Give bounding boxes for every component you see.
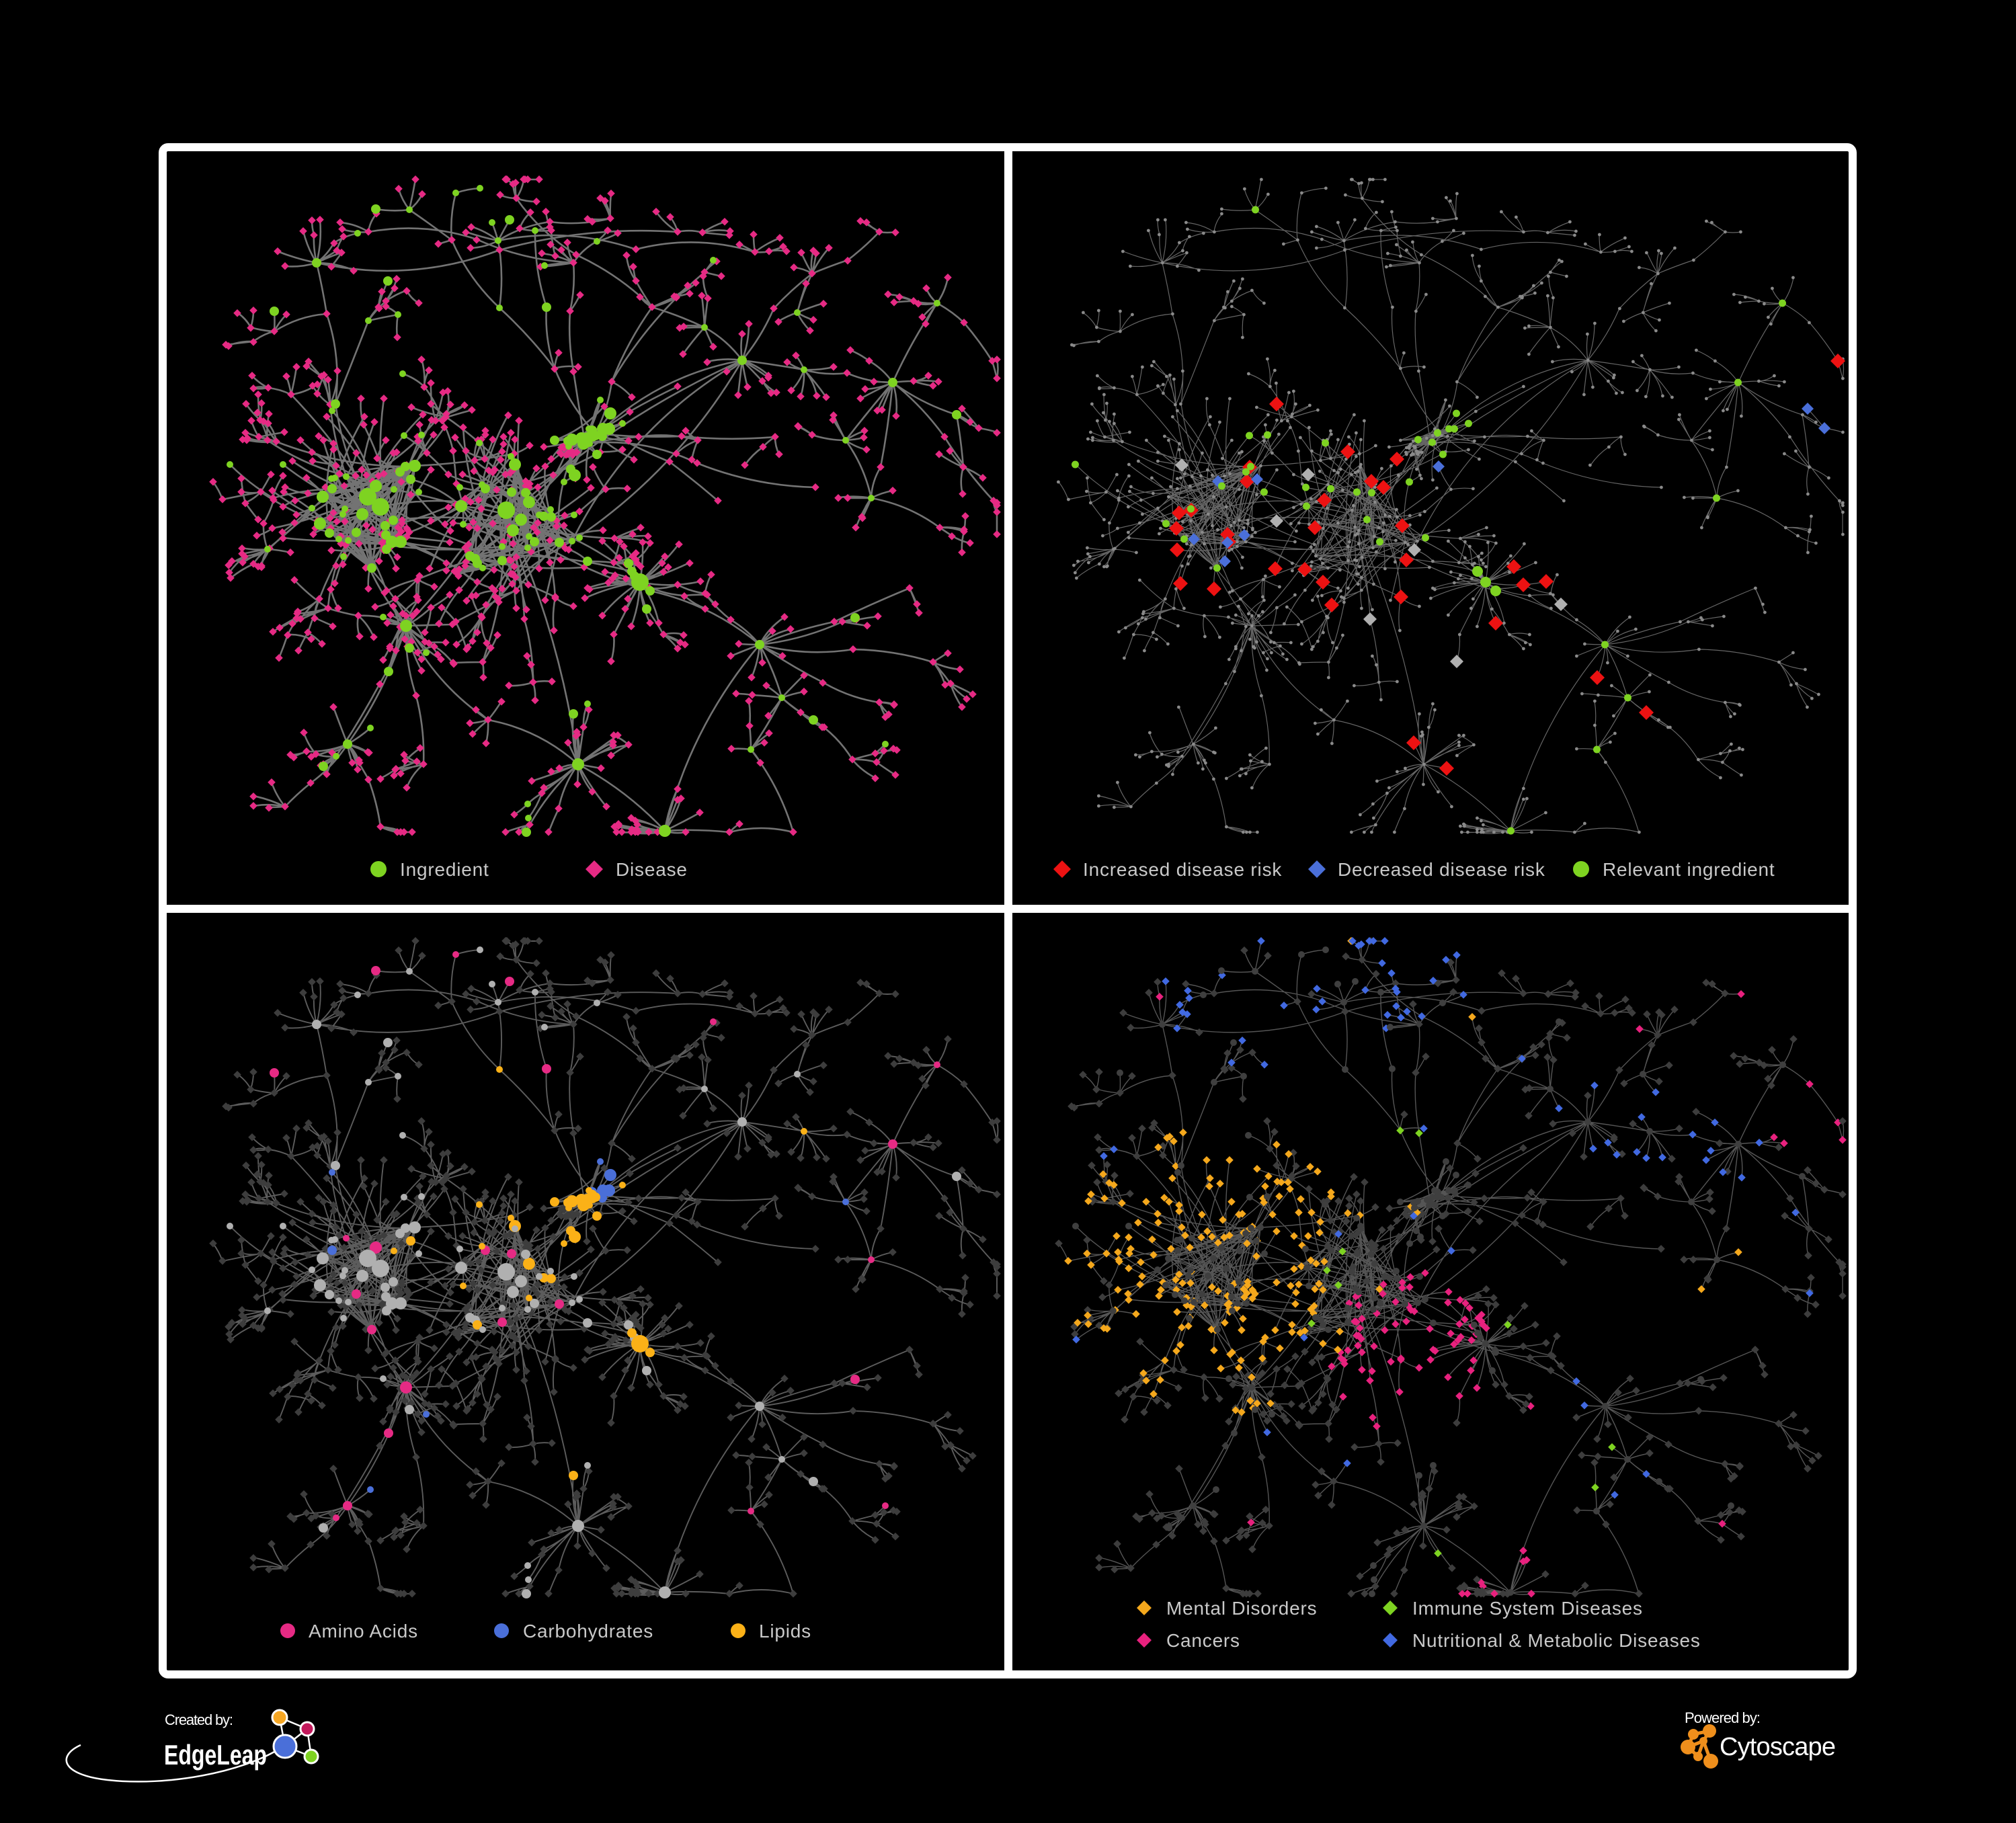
svg-text:Amino Acids: Amino Acids (309, 1621, 418, 1642)
svg-text:Ingredient: Ingredient (400, 859, 489, 880)
svg-text:Immune System Diseases: Immune System Diseases (1412, 1598, 1643, 1619)
svg-text:EdgeLeap: EdgeLeap (164, 1739, 267, 1771)
svg-text:Carbohydrates: Carbohydrates (523, 1621, 653, 1642)
svg-text:Powered by:: Powered by: (1685, 1709, 1761, 1726)
svg-text:Decreased disease risk: Decreased disease risk (1338, 859, 1545, 880)
svg-text:Increased disease risk: Increased disease risk (1083, 859, 1282, 880)
svg-text:Created by:: Created by: (165, 1711, 233, 1728)
svg-text:Nutritional & Metabolic Diseas: Nutritional & Metabolic Diseases (1412, 1630, 1701, 1651)
svg-text:Cytoscape: Cytoscape (1720, 1733, 1836, 1761)
svg-text:Relevant ingredient: Relevant ingredient (1603, 859, 1775, 880)
svg-text:Cancers: Cancers (1166, 1630, 1240, 1651)
svg-text:Disease: Disease (616, 859, 688, 880)
svg-text:Mental Disorders: Mental Disorders (1166, 1598, 1317, 1619)
svg-text:Lipids: Lipids (759, 1621, 811, 1642)
